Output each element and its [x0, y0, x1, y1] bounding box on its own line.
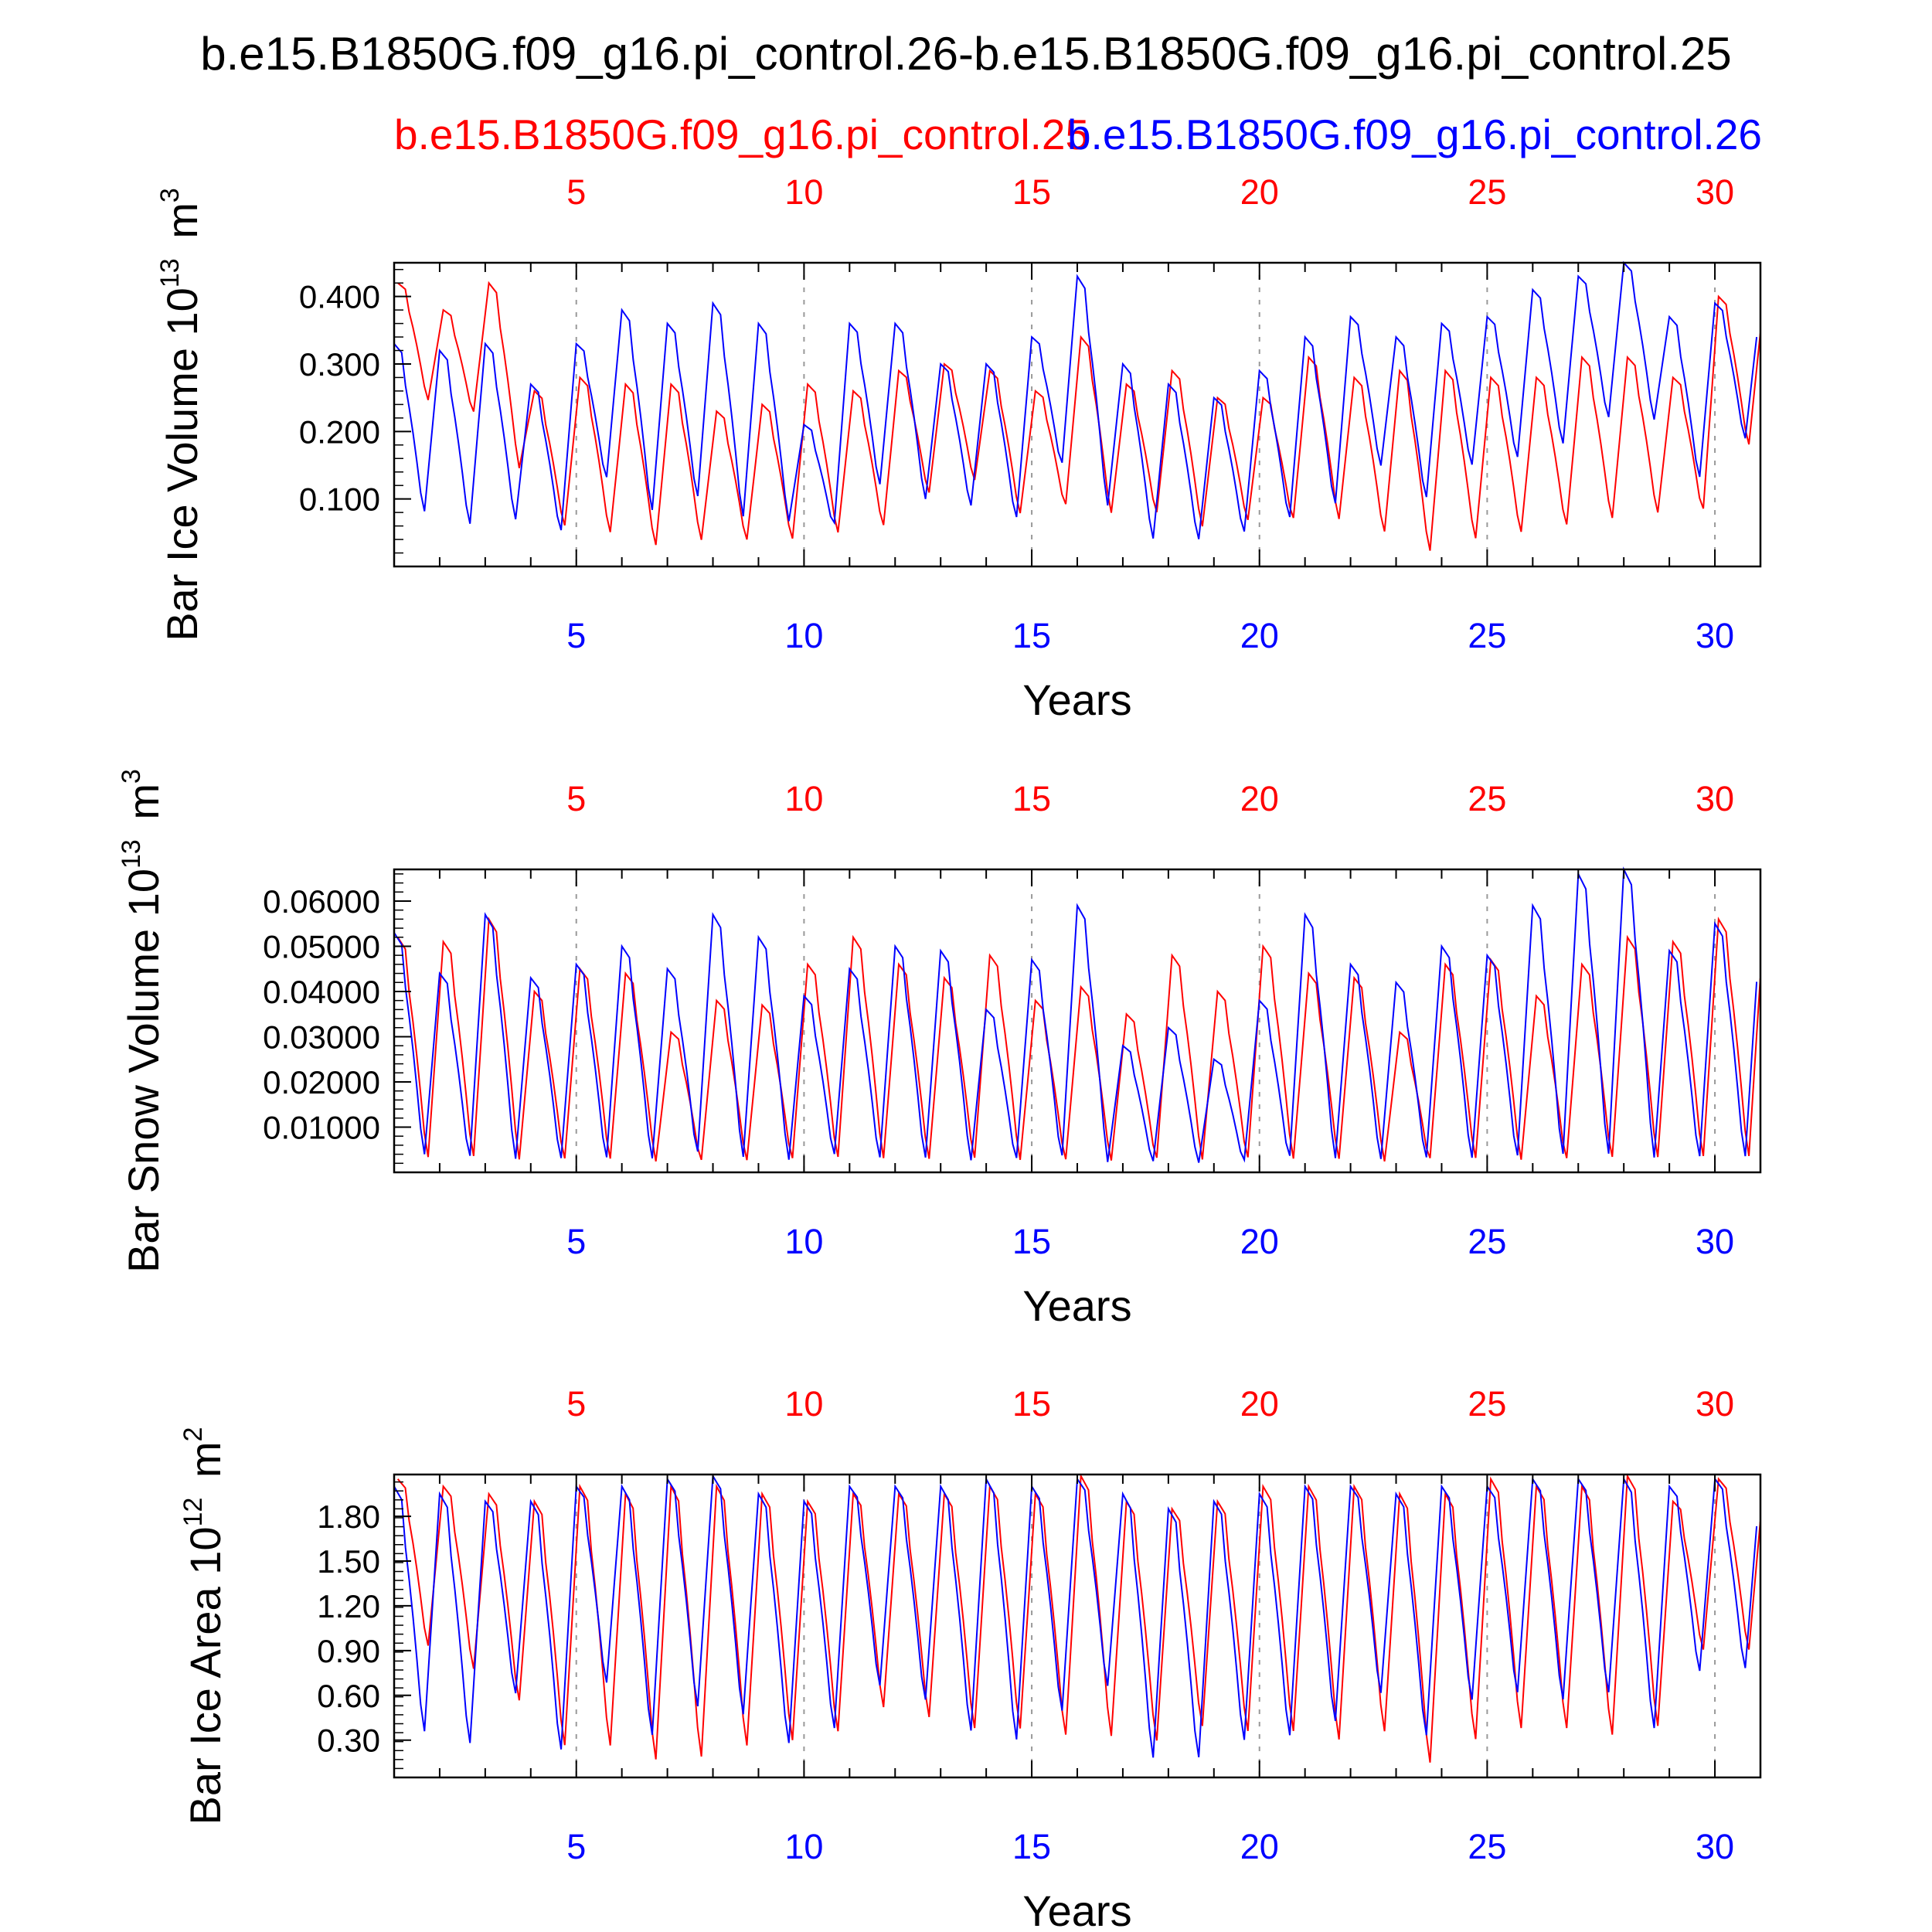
x-tick-label-top: 20: [1240, 1384, 1279, 1423]
x-tick-label-bottom: 10: [784, 1827, 823, 1866]
y-axis-title-exponent: 12: [179, 1498, 208, 1527]
y-axis-title-unit: m: [119, 784, 168, 832]
y-tick-label: 0.04000: [263, 974, 380, 1010]
x-tick-label-bottom: 25: [1468, 1827, 1506, 1866]
panels: 0.1000.2000.3000.40055101015152020252530…: [117, 172, 1762, 1932]
x-tick-label-top: 25: [1468, 172, 1506, 212]
y-tick-label: 0.01000: [263, 1109, 380, 1145]
y-tick-label: 0.60: [317, 1678, 380, 1714]
figure-title: b.e15.B1850G.f09_g16.pi_control.26-b.e15…: [200, 28, 1732, 80]
x-axis-title: Years: [1022, 1281, 1131, 1330]
x-tick-label-bottom: 15: [1012, 1222, 1051, 1261]
panel-3: 0.30 0.60 0.90 1.20 1.50 1.80 5 5 10 10 15 15 20 20 25…: [179, 1384, 1762, 1932]
series-line-blue: [393, 1473, 1758, 1758]
series-line-red: [396, 1473, 1761, 1763]
y-tick-label: 0.400: [299, 279, 380, 315]
y-axis-title-unit-exponent: 3: [155, 188, 185, 202]
series-line-red: [396, 917, 1761, 1162]
x-tick-label-bottom: 10: [784, 1222, 823, 1261]
x-tick-label-top: 15: [1012, 1384, 1051, 1423]
x-tick-label-top: 30: [1696, 779, 1734, 818]
x-tick-label-top: 20: [1240, 172, 1279, 212]
y-tick-label: 0.200: [299, 413, 380, 450]
y-axis-title-unit: m: [158, 202, 206, 250]
x-tick-label-top: 30: [1696, 1384, 1734, 1423]
y-axis-title-exponent: 13: [155, 258, 185, 287]
y-tick-label: 0.300: [299, 346, 380, 383]
x-tick-label-bottom: 15: [1012, 616, 1051, 655]
y-axis-title: Bar Snow Volume 1013 m3: [117, 769, 168, 1273]
x-tick-label-bottom: 5: [566, 616, 586, 655]
panel-1: 0.100 0.200 0.300 0.400 5 5 10 10 15 15 20 20 25 25 30…: [155, 172, 1762, 724]
x-tick-label-bottom: 10: [784, 616, 823, 655]
x-tick-label-bottom: 20: [1240, 1222, 1279, 1261]
x-tick-label-top: 25: [1468, 779, 1506, 818]
series-line-blue: [393, 866, 1758, 1163]
x-axis-title: Years: [1022, 675, 1131, 724]
y-tick-label: 0.02000: [263, 1064, 380, 1100]
x-tick-label-top: 10: [784, 1384, 823, 1423]
x-tick-label-top: 30: [1696, 172, 1734, 212]
y-axis-title-main: Bar Ice Volume 10: [158, 287, 206, 641]
y-axis-title-unit-exponent: 2: [179, 1427, 208, 1442]
x-tick-label-bottom: 5: [566, 1222, 586, 1261]
x-tick-label-bottom: 30: [1696, 616, 1734, 655]
series-line-blue: [393, 260, 1758, 539]
legend-blue-label: b.e15.B1850G.f09_g16.pi_control.26: [1067, 111, 1762, 158]
x-tick-label-top: 5: [566, 1384, 586, 1423]
y-tick-label: 0.03000: [263, 1019, 380, 1055]
x-tick-label-top: 15: [1012, 779, 1051, 818]
x-tick-label-bottom: 25: [1468, 1222, 1506, 1261]
y-tick-label: 1.80: [317, 1498, 380, 1535]
y-axis-title-main: Bar Ice Area 10: [181, 1526, 230, 1825]
x-tick-label-bottom: 5: [566, 1827, 586, 1866]
x-axis-title: Years: [1022, 1886, 1131, 1932]
y-axis-title: Bar Ice Area 1012 m2: [179, 1427, 230, 1825]
series-line-red: [397, 281, 1761, 551]
y-tick-label: 0.30: [317, 1723, 380, 1759]
x-tick-label-bottom: 15: [1012, 1827, 1051, 1866]
x-tick-label-top: 10: [784, 172, 823, 212]
y-tick-label: 1.20: [317, 1588, 380, 1624]
x-tick-label-top: 20: [1240, 779, 1279, 818]
y-tick-label: 0.05000: [263, 928, 380, 964]
x-tick-label-bottom: 30: [1696, 1222, 1734, 1261]
x-tick-label-bottom: 20: [1240, 616, 1279, 655]
x-tick-label-top: 25: [1468, 1384, 1506, 1423]
y-tick-label: 1.50: [317, 1543, 380, 1580]
x-tick-label-bottom: 20: [1240, 1827, 1279, 1866]
y-tick-label: 0.90: [317, 1633, 380, 1669]
x-tick-label-bottom: 25: [1468, 616, 1506, 655]
x-tick-label-bottom: 30: [1696, 1827, 1734, 1866]
y-axis-title-unit-exponent: 3: [117, 769, 146, 784]
x-tick-label-top: 10: [784, 779, 823, 818]
panel-2: 0.01000 0.02000 0.03000 0.04000 0.05000 0.060…: [117, 769, 1762, 1330]
y-axis-title-main: Bar Snow Volume 10: [119, 869, 168, 1273]
legend-red-label: b.e15.B1850G.f09_g16.pi_control.25: [394, 111, 1089, 158]
y-axis-title: Bar Ice Volume 1013 m3: [155, 188, 206, 641]
y-tick-label: 0.100: [299, 481, 380, 518]
x-tick-label-top: 15: [1012, 172, 1051, 212]
y-axis-title-exponent: 13: [117, 839, 146, 869]
y-tick-label: 0.06000: [263, 883, 380, 920]
y-axis-title-unit: m: [181, 1441, 230, 1489]
x-tick-label-top: 5: [566, 172, 586, 212]
plot-frame: [393, 261, 1762, 568]
x-tick-label-top: 5: [566, 779, 586, 818]
